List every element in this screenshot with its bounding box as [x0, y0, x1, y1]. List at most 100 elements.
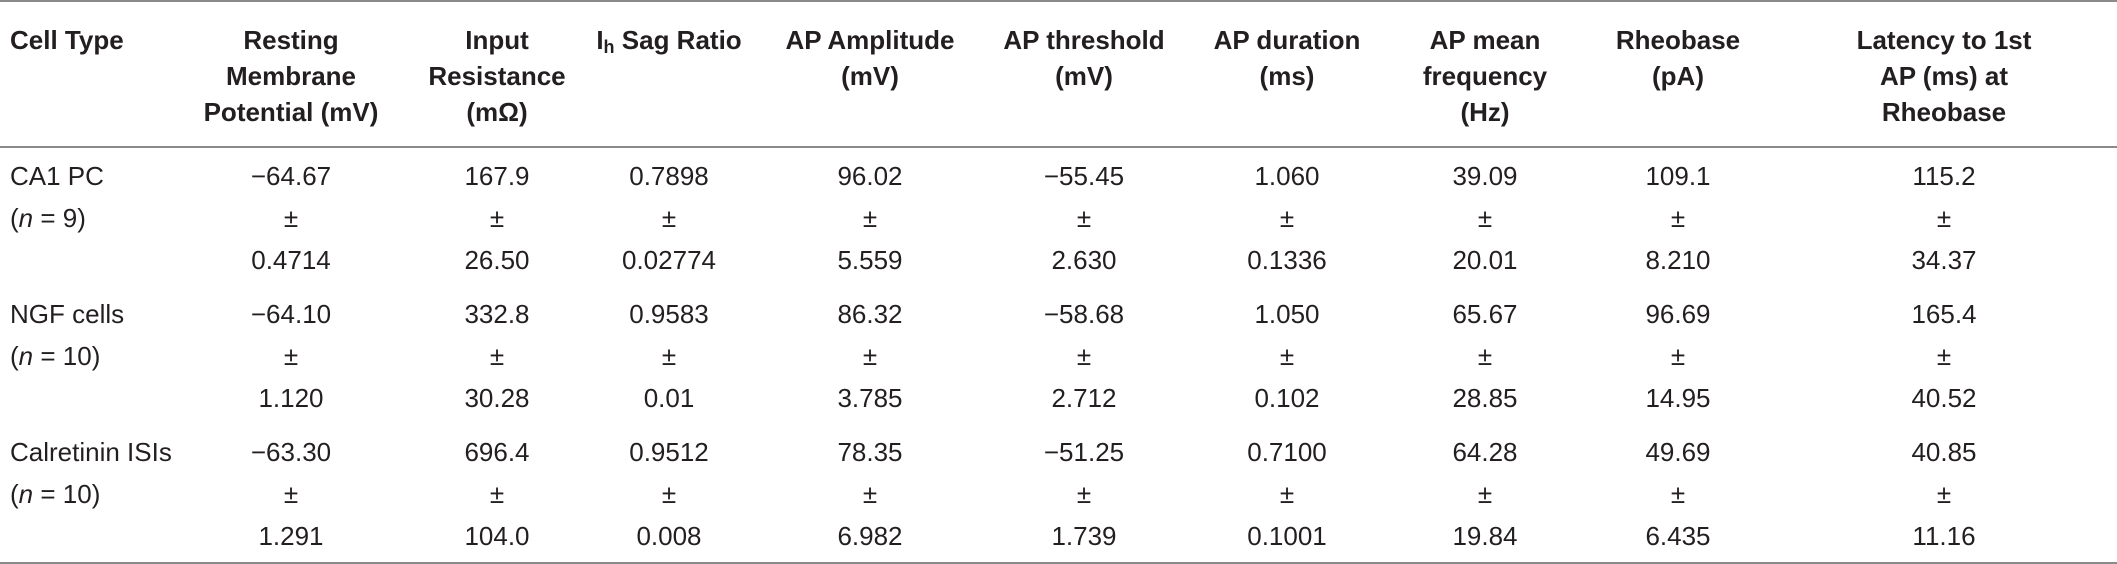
sem-value: 34.37 [1911, 245, 1977, 275]
value-cell: 332.8 ±30.28 [417, 286, 577, 424]
mean-value: 78.35 [837, 437, 903, 467]
header-line: (Hz) [1460, 97, 1510, 127]
header-line: (mΩ) [466, 97, 528, 127]
mean-value: 1.060 [1254, 161, 1320, 191]
sample-size-label: (n = 10) [10, 335, 161, 377]
plus-minus-symbol: ± [1279, 341, 1295, 371]
cell-type-name-cell: NGF cells (n = 10) [0, 286, 165, 424]
sem-value: 1.291 [258, 521, 324, 551]
sem-value: 5.559 [837, 245, 903, 275]
plus-minus-symbol: ± [1670, 479, 1686, 509]
sem-value: 28.85 [1452, 383, 1518, 413]
header-ih-sag-ratio: Ih Sag Ratio [577, 0, 761, 148]
mean-value: −58.68 [1043, 299, 1125, 329]
value-cell: −64.10 ±1.120 [165, 286, 417, 424]
sem-value: 0.008 [636, 521, 702, 551]
value-cell: −55.45 ±2.630 [979, 147, 1189, 286]
sample-size-label: (n = 10) [10, 473, 161, 515]
value-cell: 0.9583 ±0.01 [577, 286, 761, 424]
mean-value: 64.28 [1452, 437, 1518, 467]
plus-minus-symbol: ± [1279, 203, 1295, 233]
plus-minus-symbol: ± [1670, 203, 1686, 233]
header-ap-threshold: AP threshold (mV) [979, 0, 1189, 148]
table-row: CA1 PC (n = 9) −64.67 ±0.4714 167.9 ±26.50 0.7… [0, 147, 2117, 286]
table-body: CA1 PC (n = 9) −64.67 ±0.4714 167.9 ±26.50 0.7… [0, 147, 2117, 564]
value-cell: −64.67 ±0.4714 [165, 147, 417, 286]
cell-type-label: NGF cells [10, 299, 125, 329]
sem-value: 0.1336 [1247, 245, 1327, 275]
mean-value: 115.2 [1912, 161, 1976, 191]
value-cell: 1.060 ±0.1336 [1189, 147, 1385, 286]
mean-value: 165.4 [1911, 299, 1977, 329]
sem-value: 14.95 [1645, 383, 1711, 413]
header-ih-subscript: h [603, 37, 615, 57]
mean-value: 0.7898 [629, 161, 709, 191]
header-line: Resting [243, 25, 339, 55]
sem-value: 2.630 [1051, 245, 1117, 275]
value-cell: 39.09 ±20.01 [1385, 147, 1585, 286]
mean-value: −63.30 [250, 437, 332, 467]
mean-value: 96.02 [837, 161, 903, 191]
value-cell: −58.68 ±2.712 [979, 286, 1189, 424]
header-line: Cell Type [10, 25, 124, 55]
header-ap-duration: AP duration (ms) [1189, 0, 1385, 148]
header-line: Input [465, 25, 529, 55]
plus-minus-symbol: ± [1936, 341, 1952, 371]
sem-value: 6.982 [837, 521, 903, 551]
sem-value: 0.4714 [251, 245, 331, 275]
sem-value: 0.1001 [1247, 521, 1327, 551]
sem-value: 0.102 [1254, 383, 1320, 413]
value-cell: 167.9 ±26.50 [417, 147, 577, 286]
value-cell: 65.67 ±28.85 [1385, 286, 1585, 424]
sem-value: 30.28 [464, 383, 530, 413]
header-line: AP threshold [1003, 25, 1165, 55]
value-cell: 49.69 ±6.435 [1585, 424, 1771, 564]
mean-value: 40.85 [1911, 437, 1977, 467]
sample-size-open-paren: ( [10, 479, 19, 509]
plus-minus-symbol: ± [661, 341, 677, 371]
value-cell: 96.69 ±14.95 [1585, 286, 1771, 424]
header-ap-amplitude: AP Amplitude (mV) [761, 0, 979, 148]
value-cell: 0.7100 ±0.1001 [1189, 424, 1385, 564]
sample-size-value: = 9) [33, 203, 86, 233]
value-cell: 96.02 ±5.559 [761, 147, 979, 286]
header-line: Rheobase [1615, 25, 1741, 55]
cell-type-label: CA1 PC [10, 161, 104, 191]
sample-size-open-paren: ( [10, 203, 19, 233]
plus-minus-symbol: ± [489, 341, 505, 371]
header-resting-membrane-potential: Resting Membrane Potential (mV) [165, 0, 417, 148]
sample-size-value: = 10) [33, 479, 101, 509]
plus-minus-symbol: ± [1477, 479, 1493, 509]
header-latency-to-first-ap: Latency to 1st AP (ms) at Rheobase [1771, 0, 2117, 148]
plus-minus-symbol: ± [489, 479, 505, 509]
header-line: (pA) [1652, 61, 1704, 91]
header-line: AP duration [1213, 25, 1361, 55]
mean-value: 86.32 [837, 299, 903, 329]
value-cell: 64.28 ±19.84 [1385, 424, 1585, 564]
value-cell: 40.85 ±11.16 [1771, 424, 2117, 564]
plus-minus-symbol: ± [661, 203, 677, 233]
mean-value: 696.4 [464, 437, 530, 467]
sample-size-open-paren: ( [10, 341, 19, 371]
header-rheobase: Rheobase (pA) [1585, 0, 1771, 148]
header-ih-suffix: Sag Ratio [614, 25, 742, 55]
sem-value: 0.02774 [622, 245, 716, 275]
header-line: Resistance [428, 61, 566, 91]
sem-value: 1.120 [258, 383, 324, 413]
mean-value: 39.09 [1452, 161, 1518, 191]
value-cell: 165.4 ±40.52 [1771, 286, 2117, 424]
value-cell: 86.32 ±3.785 [761, 286, 979, 424]
plus-minus-symbol: ± [862, 479, 878, 509]
sem-value: 6.435 [1645, 521, 1711, 551]
sem-value: 3.785 [837, 383, 903, 413]
sem-value: 104.0 [464, 521, 530, 551]
header-ih-prefix: I [596, 25, 604, 55]
value-cell: 696.4 ±104.0 [417, 424, 577, 564]
plus-minus-symbol: ± [862, 203, 878, 233]
header-line: (mV) [841, 61, 899, 91]
sem-value: 26.50 [464, 245, 530, 275]
plus-minus-symbol: ± [1477, 341, 1493, 371]
value-cell: −51.25 ±1.739 [979, 424, 1189, 564]
header-line: frequency [1422, 61, 1548, 91]
